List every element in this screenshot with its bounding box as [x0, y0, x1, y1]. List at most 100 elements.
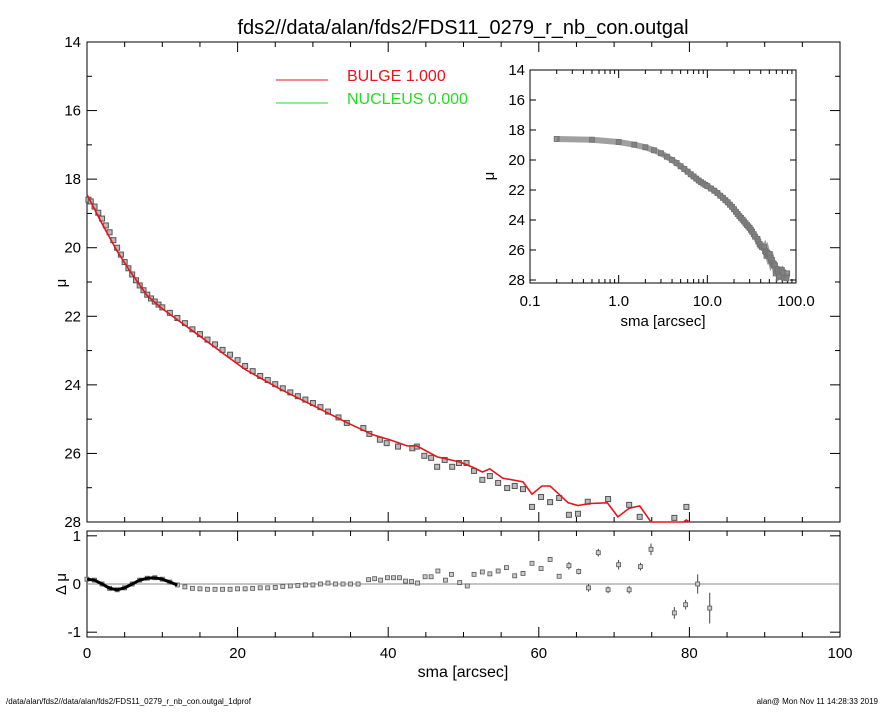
residual-point — [556, 573, 562, 579]
residual-point — [197, 586, 203, 592]
inset-frame — [529, 69, 797, 284]
residual-point — [220, 586, 225, 592]
residual-point — [707, 605, 713, 611]
residual-point — [235, 586, 241, 592]
residual-point — [340, 581, 346, 587]
residual-point — [538, 566, 544, 571]
residual-point — [397, 575, 402, 581]
residual-point — [422, 574, 428, 580]
y-tick-label: 28 — [64, 514, 81, 531]
residual-point — [547, 557, 553, 562]
data-point — [449, 463, 456, 470]
residual-point — [325, 580, 331, 586]
residual-point — [520, 571, 526, 576]
y-tick-label: 16 — [508, 92, 525, 109]
x-tick-label: 80 — [681, 645, 698, 662]
residual-point — [227, 586, 233, 592]
residual-point — [409, 579, 414, 584]
residual-point — [648, 546, 654, 552]
legend-bulge-label: BULGE 1.000 — [347, 68, 446, 85]
x-tick-label: 100.0 — [777, 293, 815, 310]
residual-point — [626, 587, 632, 593]
data-point — [495, 479, 502, 486]
residual-point — [302, 582, 308, 588]
data-point — [547, 499, 554, 506]
y-tick-label: 22 — [508, 182, 525, 199]
residual-point — [205, 586, 210, 592]
bulge-model-line — [86, 194, 690, 523]
residual-ylabel: Δ μ — [53, 573, 70, 595]
x-tick-label: 0 — [83, 645, 91, 662]
y-tick-label: 1 — [73, 528, 81, 545]
residual-point — [355, 581, 361, 587]
data-point — [626, 501, 633, 508]
data-point — [486, 473, 493, 480]
residual-point — [250, 585, 256, 591]
y-tick-label: 24 — [64, 377, 81, 394]
residual-point — [385, 575, 390, 581]
residual-point — [348, 581, 353, 587]
inset-xlabel: sma [arcsec] — [620, 313, 705, 330]
residual-point — [190, 585, 195, 591]
main-ylabel: μ — [53, 279, 70, 288]
residual-inner-curve — [86, 576, 178, 592]
residual-point — [566, 563, 572, 569]
y-tick-label: 20 — [508, 152, 525, 169]
residual-point — [366, 577, 372, 583]
residual-point — [310, 582, 316, 588]
residual-point — [671, 610, 677, 616]
legend-nucleus-label: NUCLEUS 0.000 — [347, 91, 468, 108]
residual-point — [242, 586, 248, 592]
residual-point — [512, 573, 518, 579]
residual-point — [428, 574, 434, 580]
main-panel: μ 14 16 18 20 22 24 26 28 BULGE 1.000 NUCLEUS 0… — [53, 34, 841, 531]
residual-point — [403, 578, 408, 584]
residual-point — [415, 580, 420, 586]
data-point — [605, 496, 612, 503]
y-tick-label: 24 — [508, 212, 525, 229]
residual-point — [333, 581, 338, 587]
data-point — [383, 440, 390, 447]
x-tick-label: 20 — [229, 645, 246, 662]
data-point — [479, 476, 486, 483]
y-tick-label: -1 — [68, 624, 81, 641]
data-point — [556, 495, 563, 501]
residual-point — [504, 565, 509, 571]
footer-timestamp: alan@ Mon Nov 11 14:28:33 2019 — [757, 697, 879, 706]
residual-point — [616, 562, 622, 568]
y-tick-label: 18 — [508, 122, 525, 139]
x-tick-label: 60 — [530, 645, 547, 662]
data-point — [227, 351, 234, 358]
x-tick-label: 40 — [380, 645, 397, 662]
y-tick-label: 26 — [64, 445, 81, 462]
y-tick-label: 18 — [64, 171, 81, 188]
residual-point — [443, 577, 448, 583]
y-tick-label: 16 — [64, 103, 81, 120]
data-point — [671, 514, 678, 521]
x-tick-label: 10.0 — [693, 293, 722, 310]
y-tick-label: 0 — [73, 576, 81, 593]
data-point — [683, 503, 690, 510]
data-point — [428, 454, 435, 461]
residual-point — [391, 575, 396, 581]
residual-point — [265, 585, 271, 591]
residual-point — [280, 584, 286, 589]
residual-point — [695, 581, 701, 587]
residual-point — [471, 571, 477, 577]
residual-point — [272, 584, 278, 590]
y-tick-label: 20 — [64, 240, 81, 257]
inset-ylabel: μ — [481, 172, 498, 181]
residual-point — [318, 581, 323, 587]
data-point — [636, 513, 643, 520]
inset-panel: μ sma [arcsec] 14 16 18 20 22 24 26 28 0.1 1.0 10.… — [481, 62, 815, 330]
data-point — [519, 486, 526, 493]
data-point — [511, 483, 518, 489]
residual-point — [595, 550, 601, 556]
data-point — [434, 463, 441, 470]
y-tick-label: 14 — [64, 34, 81, 51]
residual-point — [605, 587, 611, 593]
data-point — [234, 357, 241, 364]
residual-point — [295, 583, 301, 588]
